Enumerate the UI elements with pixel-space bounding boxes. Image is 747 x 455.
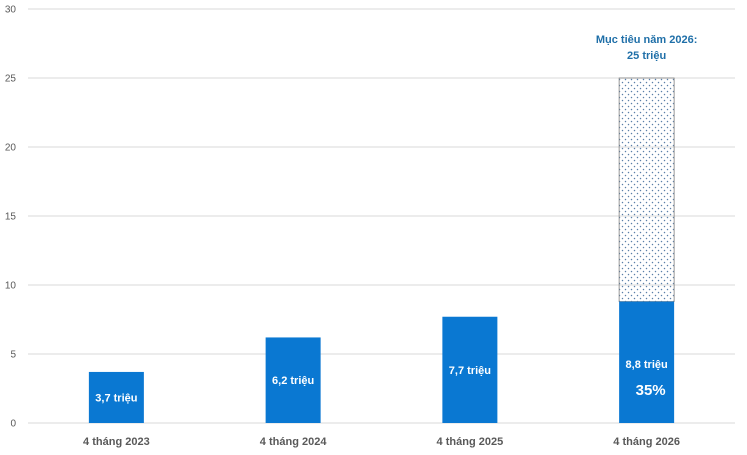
- x-category-label: 4 tháng 2023: [83, 436, 150, 448]
- data-label: 6,2 triệu: [272, 375, 314, 387]
- y-tick-label: 5: [10, 350, 16, 361]
- x-category-label: 4 tháng 2026: [613, 436, 680, 448]
- bar: [442, 316, 498, 423]
- x-category-label: 4 tháng 2025: [437, 436, 504, 448]
- bar: [88, 371, 144, 423]
- data-label: 8,8 triệu: [626, 359, 668, 371]
- target-label-line1: Mục tiêu năm 2026:: [596, 34, 697, 46]
- bars: [88, 77, 675, 423]
- y-tick-label: 30: [5, 5, 17, 16]
- y-tick-label: 15: [5, 212, 17, 223]
- data-label: 7,7 triệu: [449, 365, 491, 377]
- y-axis-ticks: 0 5 10 15 20 25 30: [5, 5, 17, 430]
- x-category-label: 4 tháng 2024: [260, 436, 328, 448]
- y-tick-label: 10: [5, 281, 17, 292]
- y-tick-label: 20: [5, 143, 17, 154]
- y-tick-label: 0: [10, 419, 16, 430]
- bar: [619, 301, 675, 423]
- y-tick-label: 25: [5, 74, 17, 85]
- target-label-line2: 25 triệu: [627, 50, 666, 62]
- bar: [265, 337, 321, 423]
- data-labels: 3,7 triệu 6,2 triệu 7,7 triệu Mục tiêu năm …: [95, 34, 697, 404]
- x-axis-categories: 4 tháng 2023 4 tháng 2024 4 tháng 2025 4 th…: [83, 436, 680, 448]
- progress-label: 35%: [636, 382, 666, 399]
- gridlines: [28, 8, 735, 424]
- data-label: 3,7 triệu: [95, 392, 137, 404]
- target-bar: [618, 77, 675, 302]
